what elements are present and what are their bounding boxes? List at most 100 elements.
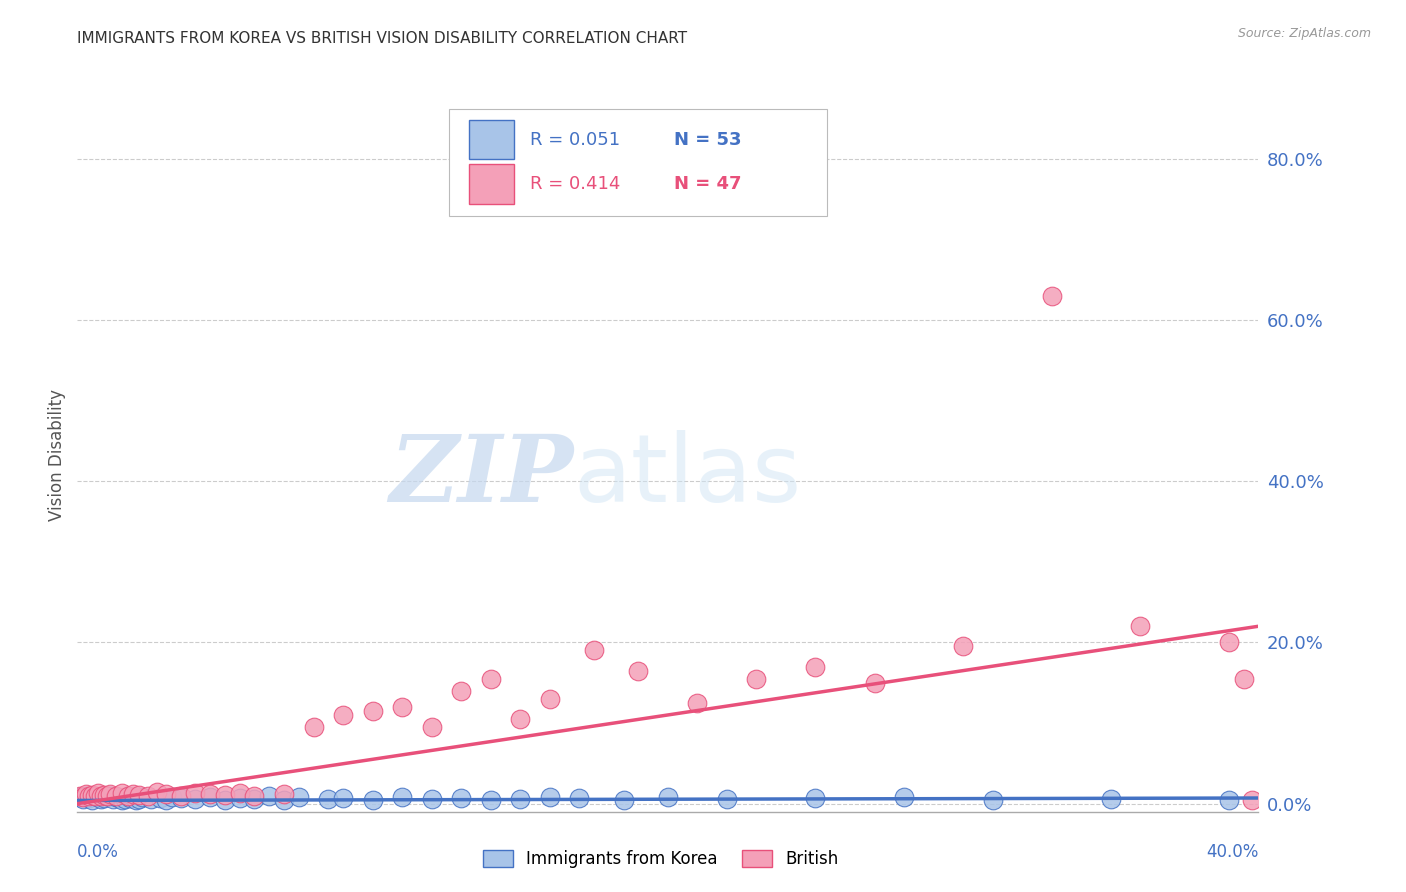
Point <box>90 792 112 806</box>
Point <box>1233 672 1256 686</box>
Point <box>87 790 110 805</box>
Point <box>69 790 91 805</box>
Point <box>200 790 222 805</box>
Point <box>82 788 104 802</box>
Point <box>117 789 139 804</box>
Text: R = 0.414: R = 0.414 <box>530 175 620 193</box>
Point <box>82 792 104 806</box>
Y-axis label: Vision Disability: Vision Disability <box>48 389 66 521</box>
Point <box>716 792 738 806</box>
Text: N = 47: N = 47 <box>673 175 741 193</box>
Point <box>509 712 531 726</box>
Point <box>111 792 132 806</box>
Text: Source: ZipAtlas.com: Source: ZipAtlas.com <box>1237 27 1371 40</box>
Point <box>981 792 1004 806</box>
Point <box>450 683 472 698</box>
Point <box>98 787 121 801</box>
Point <box>184 786 207 800</box>
Point <box>75 787 97 801</box>
Legend: Immigrants from Korea, British: Immigrants from Korea, British <box>477 843 845 875</box>
Point <box>228 786 252 800</box>
Point <box>420 720 443 734</box>
Point <box>122 790 145 805</box>
Point <box>93 788 115 802</box>
Point <box>69 789 91 803</box>
Point <box>479 792 502 806</box>
Point <box>538 691 561 706</box>
Text: ZIP: ZIP <box>389 432 574 521</box>
Point <box>122 787 145 801</box>
Point <box>84 789 107 803</box>
Point <box>1040 288 1063 302</box>
Point <box>509 792 531 806</box>
FancyBboxPatch shape <box>450 109 827 216</box>
Point <box>96 789 118 803</box>
Bar <box>470 164 515 203</box>
Point <box>155 792 177 806</box>
Point <box>184 792 207 806</box>
Point <box>1241 792 1264 806</box>
Point <box>259 789 281 804</box>
Point <box>128 788 150 802</box>
Point <box>200 787 222 801</box>
Point <box>101 792 124 806</box>
Point <box>117 789 139 803</box>
Point <box>120 791 142 805</box>
Point <box>170 791 193 805</box>
Point <box>804 659 827 673</box>
Point <box>72 790 94 805</box>
Point <box>155 787 177 801</box>
Point <box>90 789 112 804</box>
Point <box>1218 792 1240 806</box>
Text: IMMIGRANTS FROM KOREA VS BRITISH VISION DISABILITY CORRELATION CHART: IMMIGRANTS FROM KOREA VS BRITISH VISION … <box>77 31 688 46</box>
Point <box>84 789 107 804</box>
Text: 40.0%: 40.0% <box>1206 843 1258 861</box>
Point <box>228 791 252 805</box>
Point <box>420 792 443 806</box>
Point <box>332 708 354 723</box>
Point <box>104 789 127 804</box>
Point <box>75 789 97 803</box>
Point <box>391 790 413 805</box>
Point <box>87 786 110 800</box>
Point <box>214 788 236 802</box>
Point <box>111 786 132 800</box>
Point <box>243 792 266 806</box>
Point <box>273 787 295 801</box>
Point <box>318 792 340 806</box>
Bar <box>470 120 515 159</box>
Point <box>613 792 636 806</box>
Point <box>583 643 606 657</box>
Point <box>136 789 159 803</box>
Point <box>745 672 768 686</box>
Point <box>1218 635 1240 649</box>
Point <box>107 791 129 805</box>
Text: atlas: atlas <box>574 430 801 523</box>
Point <box>804 791 827 805</box>
Point <box>72 792 94 806</box>
Point <box>141 792 163 806</box>
Point <box>160 790 183 805</box>
Point <box>77 791 100 805</box>
Point <box>288 790 311 805</box>
Point <box>893 790 915 805</box>
Point <box>125 792 148 806</box>
Point <box>952 640 974 654</box>
Point <box>332 791 354 805</box>
Text: N = 53: N = 53 <box>673 130 741 148</box>
Point <box>302 720 325 734</box>
Point <box>93 791 115 805</box>
Point <box>450 791 472 805</box>
Point <box>131 790 153 805</box>
Point <box>146 785 169 799</box>
Point <box>657 790 679 805</box>
Point <box>391 699 413 714</box>
Point <box>96 789 118 803</box>
Point <box>128 792 150 806</box>
Point <box>273 792 295 806</box>
Point <box>98 789 121 804</box>
Point <box>361 704 384 718</box>
Point <box>627 664 650 678</box>
Point <box>170 789 193 803</box>
Point <box>1099 792 1122 806</box>
